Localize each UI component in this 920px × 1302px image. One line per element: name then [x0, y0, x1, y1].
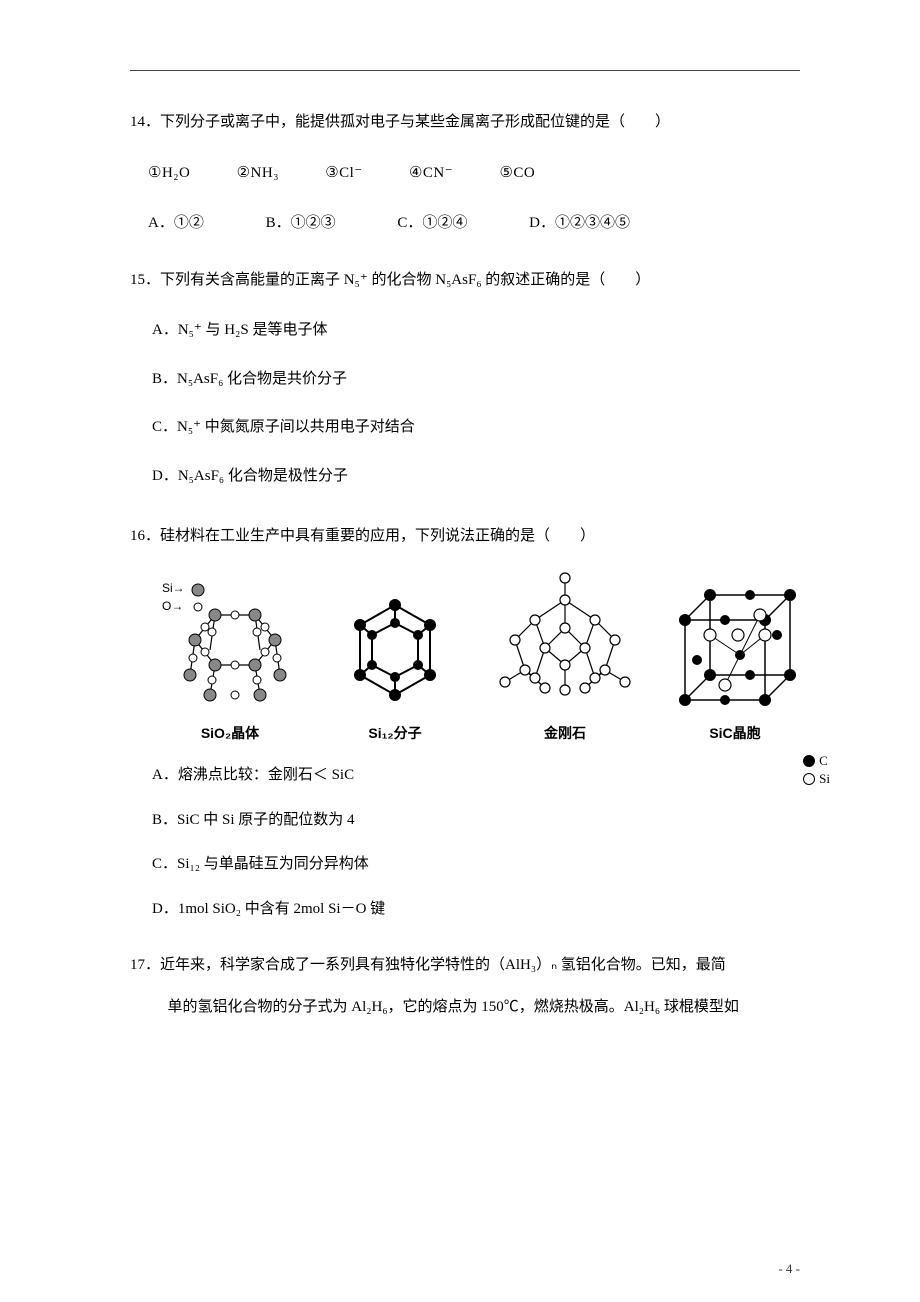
- q16-option-c: C．Si₁₂ 与单晶硅互为同分异构体: [152, 853, 800, 876]
- q14-stem: 14．下列分子或离子中，能提供孤对电子与某些金属离子形成配位键的是（ ）: [130, 111, 800, 134]
- diagram-si12: Si₁₂分子: [330, 580, 460, 745]
- q15-options: A．N₅⁺ 与 H₂S 是等电子体 B．N₅AsF₆ 化合物是共价分子 C．N₅…: [130, 319, 800, 487]
- legend-si-label: Si: [819, 770, 830, 788]
- legend-c-row: C: [803, 752, 830, 770]
- q16-text: 硅材料在工业生产中具有重要的应用，下列说法正确的是（ ）: [160, 528, 595, 544]
- q14-item-2: ②NH₃: [237, 165, 279, 181]
- page: 14．下列分子或离子中，能提供孤对电子与某些金属离子形成配位键的是（ ） ①H₂…: [0, 0, 920, 1302]
- q15-option-b: B．N₅AsF₆ 化合物是共价分子: [152, 368, 800, 391]
- question-15: 15．下列有关含高能量的正离子 N₅⁺ 的化合物 N₅AsF₆ 的叙述正确的是（…: [130, 269, 800, 488]
- question-14: 14．下列分子或离子中，能提供孤对电子与某些金属离子形成配位键的是（ ） ①H₂…: [130, 111, 800, 235]
- q14-choices: A．①② B．①②③ C．①②④ D．①②③④⑤: [148, 212, 800, 235]
- q17-line1: 近年来，科学家合成了一系列具有独特化学特性的（AlH₃）ₙ 氢铝化合物。已知，最…: [160, 957, 726, 973]
- sic-legend: C Si: [803, 752, 830, 788]
- top-rule: [130, 70, 800, 71]
- q16-diagram-row: Si→ O→: [160, 570, 800, 745]
- q15-option-c: C．N₅⁺ 中氮氮原子间以共用电子对结合: [152, 416, 800, 439]
- q16-options: A．熔沸点比较：金刚石＜ SiC B．SiC 中 Si 原子的配位数为 4 C．…: [130, 764, 800, 920]
- q14-item-3: ③Cl⁻: [325, 165, 363, 181]
- q14-items: ①H₂O ②NH₃ ③Cl⁻ ④CN⁻ ⑤CO: [148, 162, 800, 185]
- sic-svg: [670, 580, 800, 710]
- q16-number: 16．: [130, 528, 160, 544]
- diagram-diamond: 金刚石: [490, 570, 640, 745]
- sio2-svg: Si→ O→: [160, 580, 300, 710]
- q15-option-a: A．N₅⁺ 与 H₂S 是等电子体: [152, 319, 800, 342]
- diagram-sic: SiC晶胞: [670, 580, 800, 745]
- q17-number: 17．: [130, 957, 160, 973]
- q16-option-b: B．SiC 中 Si 原子的配位数为 4: [152, 809, 800, 832]
- q15-stem: 15．下列有关含高能量的正离子 N₅⁺ 的化合物 N₅AsF₆ 的叙述正确的是（…: [130, 269, 800, 292]
- diagram-sio2: Si→ O→: [160, 580, 300, 745]
- q14-item-4: ④CN⁻: [409, 165, 453, 181]
- o-label: O→: [162, 599, 183, 613]
- page-number: - 4 -: [778, 1259, 800, 1279]
- legend-c-dot: [803, 755, 815, 767]
- question-16: 16．硅材料在工业生产中具有重要的应用，下列说法正确的是（ ） Si→ O→: [130, 525, 800, 920]
- q16-stem: 16．硅材料在工业生产中具有重要的应用，下列说法正确的是（ ）: [130, 525, 800, 548]
- q15-text: 下列有关含高能量的正离子 N₅⁺ 的化合物 N₅AsF₆ 的叙述正确的是（ ）: [160, 272, 650, 288]
- question-17: 17．近年来，科学家合成了一系列具有独特化学特性的（AlH₃）ₙ 氢铝化合物。已…: [130, 944, 800, 1028]
- legend-c-label: C: [819, 752, 828, 770]
- si12-svg: [330, 580, 460, 710]
- q14-item-1: ①H₂O: [148, 165, 190, 181]
- si-label: Si→: [162, 581, 185, 595]
- legend-si-dot: [803, 773, 815, 785]
- q15-option-d: D．N₅AsF₆ 化合物是极性分子: [152, 465, 800, 488]
- q14-number: 14．: [130, 114, 160, 130]
- caption-sic: SiC晶胞: [670, 723, 800, 744]
- q16-option-a: A．熔沸点比较：金刚石＜ SiC: [152, 764, 800, 787]
- caption-si12: Si₁₂分子: [330, 723, 460, 744]
- diamond-svg: [490, 570, 640, 710]
- q14-choice-c: C．①②④: [397, 215, 467, 231]
- q14-choice-d: D．①②③④⑤: [529, 215, 630, 231]
- caption-sio2: SiO₂晶体: [160, 723, 300, 744]
- q14-choice-a: A．①②: [148, 215, 204, 231]
- q15-number: 15．: [130, 272, 160, 288]
- legend-si-row: Si: [803, 770, 830, 788]
- caption-diamond: 金刚石: [490, 723, 640, 744]
- q14-choice-b: B．①②③: [266, 215, 336, 231]
- q14-item-5: ⑤CO: [499, 165, 535, 181]
- q14-text: 下列分子或离子中，能提供孤对电子与某些金属离子形成配位键的是（ ）: [160, 114, 670, 130]
- q16-option-d: D．1mol SiO₂ 中含有 2mol Si－O 键: [152, 898, 800, 921]
- q17-line2: 单的氢铝化合物的分子式为 Al₂H₆，它的熔点为 150℃，燃烧热极高。Al₂H…: [168, 999, 739, 1015]
